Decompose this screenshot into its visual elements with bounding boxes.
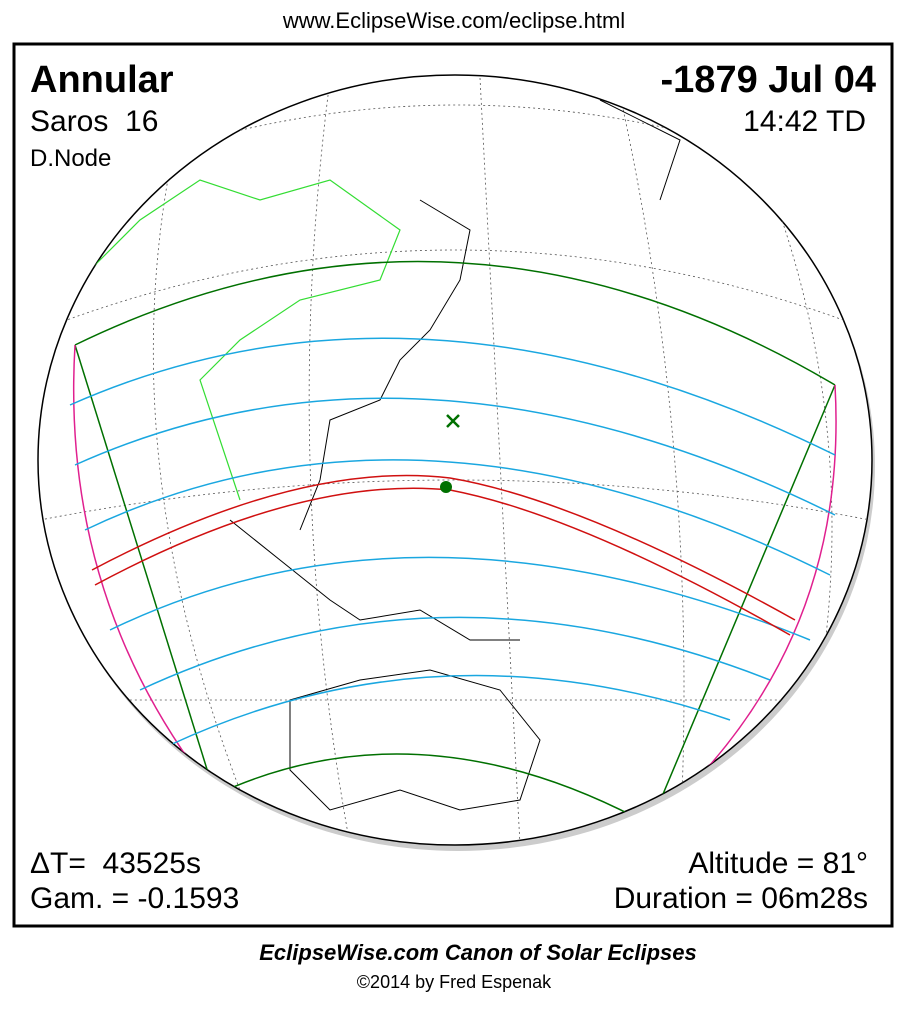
delta-t: ΔT= 43525s [30,847,201,880]
map-layer [39,77,871,845]
saros: Saros 16 [30,105,158,138]
duration: Duration = 06m28s [614,882,868,915]
rise-limit [74,344,216,796]
sunrise-curve [72,344,216,796]
greatest-eclipse [440,481,452,493]
gamma: Gam. = -0.1593 [30,882,239,915]
date: -1879 Jul 04 [661,59,876,101]
node: D.Node [30,145,111,172]
borders [79,179,401,501]
penumbra-south-limit [214,753,651,826]
penumbra-north-limit [74,260,836,386]
globe [37,74,873,846]
time: 14:42 TD [743,105,866,138]
subsolar-point [446,414,460,428]
copyright: ©2014 by Fred Espenak [357,972,552,992]
footer-title: EclipseWise.com Canon of Solar Eclipses [259,940,697,965]
url: www.EclipseWise.com/eclipse.html [282,8,625,33]
eclipse-type: Annular [30,59,174,101]
altitude: Altitude = 81° [688,847,868,880]
set-limit [649,384,836,826]
magnitude-curves [69,337,836,746]
coastlines [229,99,681,811]
